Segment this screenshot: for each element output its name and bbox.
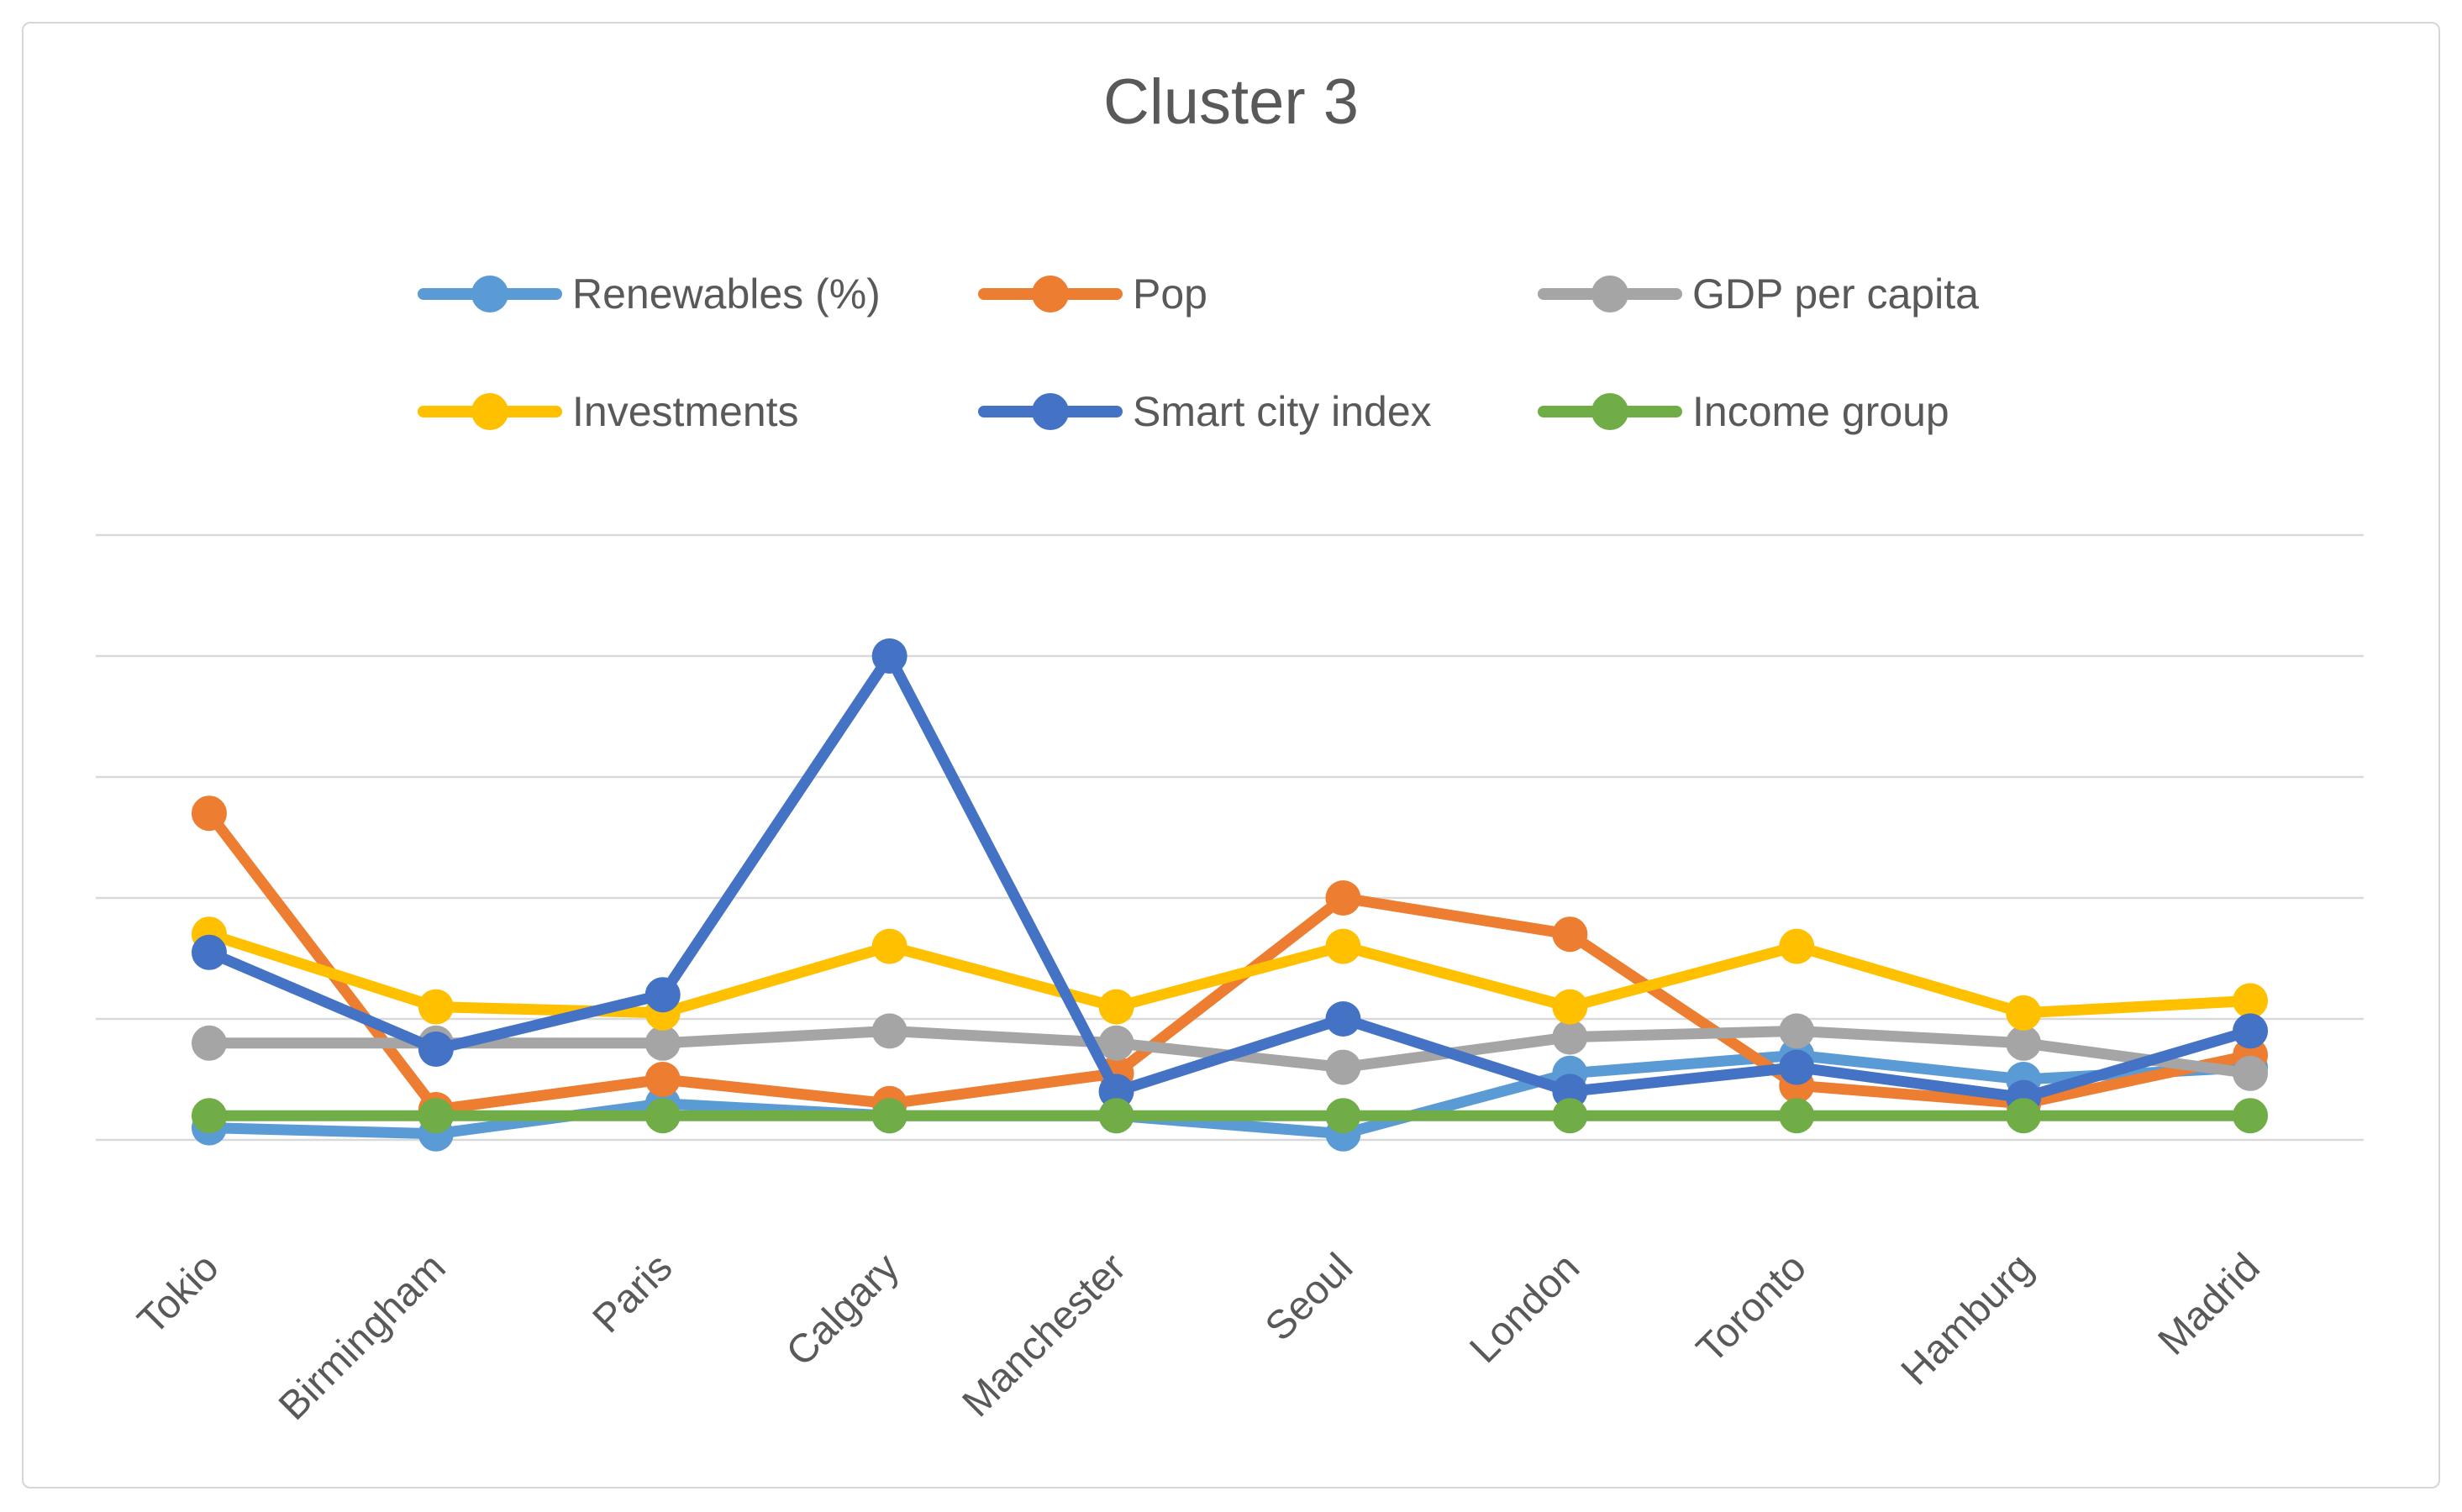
data-point [1552, 1019, 1588, 1055]
legend-dot-icon [1032, 276, 1069, 312]
data-point [191, 1025, 227, 1061]
legend-dot-icon [471, 276, 508, 312]
data-point [644, 1098, 681, 1134]
x-axis-label: Hamburg [1893, 1245, 2042, 1394]
data-point [2006, 1025, 2042, 1061]
legend-dot-icon [471, 393, 508, 430]
data-point [1098, 1025, 1134, 1061]
x-axis-label: Toronto [1688, 1245, 1815, 1372]
legend-item-smart-city-index: Smart city index [978, 385, 1432, 438]
x-axis-label: Madrid [2150, 1245, 2269, 1363]
legend-item-income-group: Income group [1538, 385, 1949, 438]
data-point [871, 928, 907, 964]
data-point [2233, 1013, 2269, 1049]
data-point [1098, 1074, 1134, 1110]
x-axis-label: Birmingham [271, 1245, 455, 1429]
data-point [2006, 1098, 2042, 1134]
x-axis-label: Tokio [129, 1245, 228, 1343]
data-point [191, 795, 227, 832]
legend-dot-icon [1591, 393, 1628, 430]
legend-dot-icon [1032, 393, 1069, 430]
data-point [644, 977, 681, 1013]
data-point [1552, 989, 1588, 1025]
legend-dot-icon [1591, 276, 1628, 312]
data-point [1552, 1074, 1588, 1110]
series-line-5 [203, 650, 2256, 1104]
data-point [1779, 1049, 1815, 1085]
data-point [418, 1098, 454, 1134]
series-line-4 [203, 928, 2256, 1019]
legend-marker-icon [978, 267, 1123, 321]
legend-label: Renewables (%) [572, 270, 881, 318]
data-point [1325, 1001, 1361, 1037]
data-point [1098, 989, 1134, 1025]
legend-item-renewables: Renewables (%) [418, 267, 881, 321]
data-point [871, 638, 907, 674]
legend-item-pop: Pop [978, 267, 1207, 321]
data-point [1779, 1098, 1815, 1134]
data-point [2006, 995, 2042, 1031]
data-point [1325, 880, 1361, 916]
data-point [1552, 916, 1588, 953]
data-point [871, 1013, 907, 1049]
legend-marker-icon [418, 385, 562, 438]
legend-label: Pop [1133, 270, 1207, 318]
x-axis-label: Paris [585, 1245, 681, 1341]
data-point [1779, 928, 1815, 964]
x-axis-label: Calgary [778, 1245, 907, 1374]
data-point [1325, 1049, 1361, 1085]
legend-item-investments: Investments [418, 385, 799, 438]
legend-marker-icon [978, 385, 1123, 438]
data-point [2233, 1098, 2269, 1134]
data-point [1325, 928, 1361, 964]
x-axis-label: Seoul [1257, 1245, 1361, 1349]
legend-label: Income group [1692, 388, 1949, 435]
chart-title: Cluster 3 [1102, 66, 1360, 138]
series-line-2 [203, 807, 2256, 1116]
legend-item-gdp-per-capita: GDP per capita [1538, 267, 1979, 321]
data-point [1779, 1013, 1815, 1049]
data-point [418, 989, 454, 1025]
data-point [1552, 1098, 1588, 1134]
data-point [1325, 1098, 1361, 1134]
data-point [2233, 1055, 2269, 1091]
data-point [191, 934, 227, 970]
data-point [644, 1062, 681, 1097]
x-axis-label: Manchester [955, 1245, 1135, 1425]
data-point [871, 1098, 907, 1134]
legend-marker-icon [418, 267, 562, 321]
data-point [418, 1032, 454, 1067]
legend-label: GDP per capita [1692, 270, 1979, 318]
legend-label: Investments [572, 388, 799, 435]
legend-marker-icon [1538, 267, 1682, 321]
data-point [1098, 1098, 1134, 1134]
data-point [191, 1098, 227, 1134]
x-axis-label: London [1461, 1245, 1588, 1372]
data-point [2233, 983, 2269, 1019]
legend-label: Smart city index [1133, 388, 1432, 435]
legend-marker-icon [1538, 385, 1682, 438]
data-point [644, 1025, 681, 1061]
